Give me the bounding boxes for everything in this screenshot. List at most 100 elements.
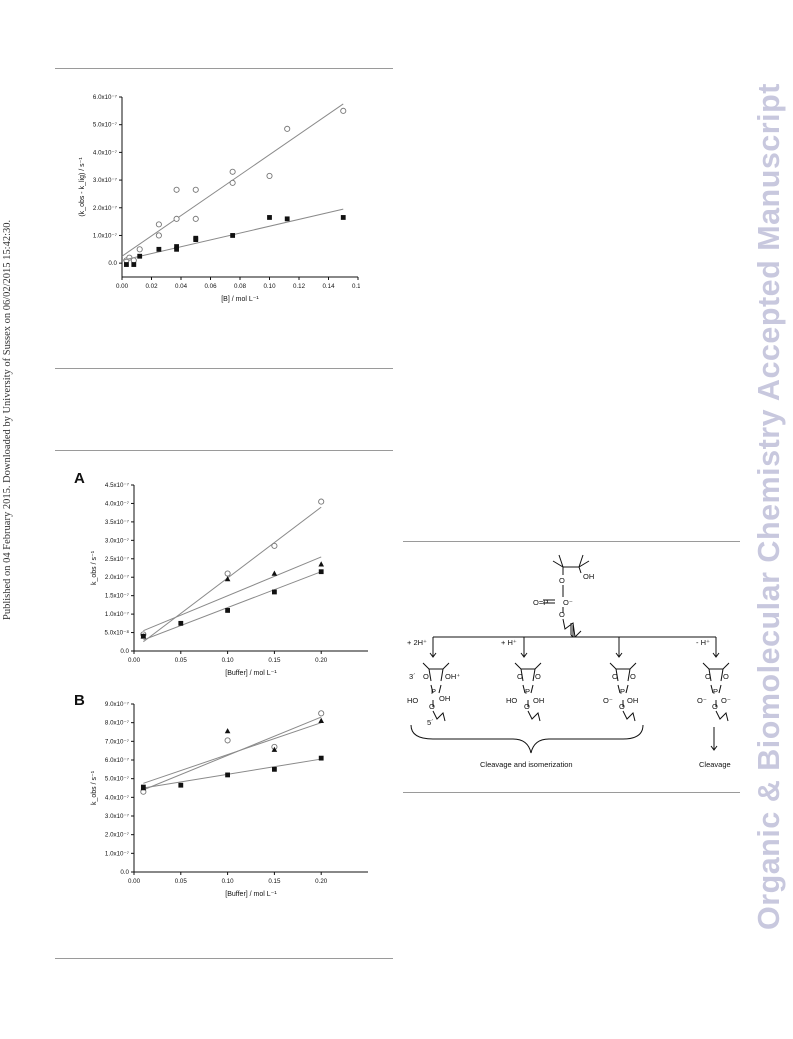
y-axis-label: (k_obs - k_lig) / s⁻¹ <box>79 157 86 217</box>
y-axis-label: k_obs / s⁻¹ <box>91 550 98 585</box>
rule-bottom <box>55 958 393 959</box>
y-axis-label: k_obs / s⁻¹ <box>91 770 98 805</box>
data-point-square <box>124 262 129 267</box>
data-point-square <box>272 766 277 772</box>
svg-text:O: O <box>612 672 618 681</box>
data-point-circle <box>173 186 180 193</box>
svg-text:O=P: O=P <box>533 598 548 607</box>
svg-text:O: O <box>619 702 625 711</box>
reaction-scheme: O OH O=P O⁻ O + 2H⁺ + H⁺ - H⁺ 3´ O OH⁺ PHO OH… <box>407 554 731 769</box>
x-tick-label: 0.04 <box>175 283 188 290</box>
fit-line-filled-triangle <box>143 556 322 632</box>
panel-label-b: B <box>74 692 85 709</box>
svg-text:OH: OH <box>583 572 594 581</box>
rule-scheme-top <box>403 541 740 542</box>
data-point-circle <box>224 737 231 744</box>
svg-text:O: O <box>712 702 718 711</box>
data-point-triangle <box>224 576 231 582</box>
svg-text:P: P <box>525 687 530 696</box>
y-tick-label: 1.0x10⁻⁷ <box>105 611 129 618</box>
data-point-circle <box>155 232 162 239</box>
fit-line-open-circle <box>143 506 322 643</box>
y-tick-label: 8.0x10⁻⁷ <box>105 720 129 727</box>
y-tick-label: 0.0 <box>120 648 129 655</box>
x-tick-label: 0.00 <box>128 657 141 664</box>
data-point-square <box>230 233 236 238</box>
data-point-triangle <box>318 717 324 723</box>
y-tick-label: 2.0x10⁻⁷ <box>105 832 129 839</box>
y-tick-label: 6.0x10⁻⁷ <box>105 757 129 764</box>
data-point-circle <box>224 570 231 577</box>
cond-1: + H⁺ <box>501 638 517 647</box>
x-axis-label: [Buffer] / mol L⁻¹ <box>225 891 277 898</box>
data-point-circle <box>271 542 278 549</box>
y-tick-label: 6.0x10⁻⁷ <box>93 94 117 101</box>
y-tick-label: 5.0x10⁻⁸ <box>105 630 130 637</box>
y-tick-label: 4.0x10⁻⁷ <box>105 794 129 801</box>
svg-text:O: O <box>559 610 565 619</box>
svg-text:HO: HO <box>407 696 418 705</box>
chart-rate-vs-base: 0.00 0.02 0.04 0.06 0.08 0.10 0.12 0.14 0.16 0.0 1… <box>79 94 360 303</box>
rule-scheme-bottom <box>403 792 740 793</box>
x-tick-label: 0.15 <box>268 657 281 664</box>
chart-panel-a: 0.00 0.05 0.10 0.15 0.20 0.0 5.0x10⁻⁸ 1.0x10⁻⁷ 1… <box>91 482 368 677</box>
caption-left: Cleavage and isomerization <box>480 760 573 769</box>
svg-text:O⁻: O⁻ <box>697 696 707 705</box>
data-point-triangle <box>271 570 278 576</box>
data-point-circle <box>192 215 199 222</box>
svg-text:O⁻: O⁻ <box>603 696 613 705</box>
y-tick-label: 5.0x10⁻⁷ <box>105 776 129 783</box>
y-tick-label: 3.5x10⁻⁷ <box>105 519 129 526</box>
svg-text:O: O <box>517 672 523 681</box>
data-point-square <box>225 608 230 613</box>
chart-panel-b: 0.00 0.05 0.10 0.15 0.20 0.0 1.0x10⁻⁷ 2.0x10⁻⁷ 3… <box>91 701 368 898</box>
x-tick-label: 0.00 <box>116 283 129 290</box>
data-point-square <box>272 589 277 595</box>
data-point-circle <box>192 186 199 193</box>
data-point-square <box>267 215 272 220</box>
y-tick-label: 3.0x10⁻⁷ <box>93 177 117 184</box>
caption-right: Cleavage <box>699 760 731 769</box>
data-point-triangle <box>224 728 231 734</box>
x-tick-label: 0.15 <box>268 878 281 885</box>
data-point-square <box>174 246 179 252</box>
data-point-square <box>174 244 179 249</box>
svg-text:5´: 5´ <box>427 718 434 727</box>
fit-line-filled-square <box>143 758 322 789</box>
data-point-square <box>137 253 143 259</box>
svg-text:O: O <box>559 576 565 585</box>
data-point-circle <box>155 221 162 228</box>
x-tick-label: 0.06 <box>204 283 217 290</box>
x-tick-label: 0.16 <box>352 283 360 290</box>
svg-text:O: O <box>705 672 711 681</box>
svg-text:O: O <box>423 672 429 681</box>
x-tick-label: 0.20 <box>315 878 328 885</box>
svg-text:O: O <box>535 672 541 681</box>
y-tick-label: 2.5x10⁻⁷ <box>105 556 129 563</box>
x-tick-label: 0.00 <box>128 878 141 885</box>
svg-text:3´: 3´ <box>409 672 416 681</box>
data-point-square <box>178 620 184 626</box>
x-tick-label: 0.20 <box>315 657 328 664</box>
x-tick-label: 0.10 <box>263 283 276 290</box>
fit-line-filled-square <box>143 571 322 641</box>
y-tick-label: 7.0x10⁻⁷ <box>105 738 129 745</box>
data-point-circle <box>229 179 236 186</box>
data-point-square <box>140 633 146 639</box>
data-point-circle <box>318 710 325 717</box>
panel-label-a: A <box>74 470 85 487</box>
data-point-square <box>225 772 230 778</box>
svg-text:HO: HO <box>506 696 517 705</box>
data-point-circle <box>284 125 291 132</box>
svg-text:P: P <box>620 687 625 696</box>
data-point-circle <box>318 498 325 505</box>
svg-text:OH⁺: OH⁺ <box>445 672 460 681</box>
data-point-square <box>340 215 346 220</box>
data-point-square <box>131 262 137 267</box>
x-tick-label: 0.02 <box>145 283 158 290</box>
data-point-square <box>193 237 199 243</box>
y-tick-label: 1.0x10⁻⁷ <box>105 850 129 857</box>
data-point-circle <box>266 172 273 179</box>
svg-text:O⁻: O⁻ <box>721 696 731 705</box>
y-tick-label: 2.0x10⁻⁷ <box>105 574 129 581</box>
